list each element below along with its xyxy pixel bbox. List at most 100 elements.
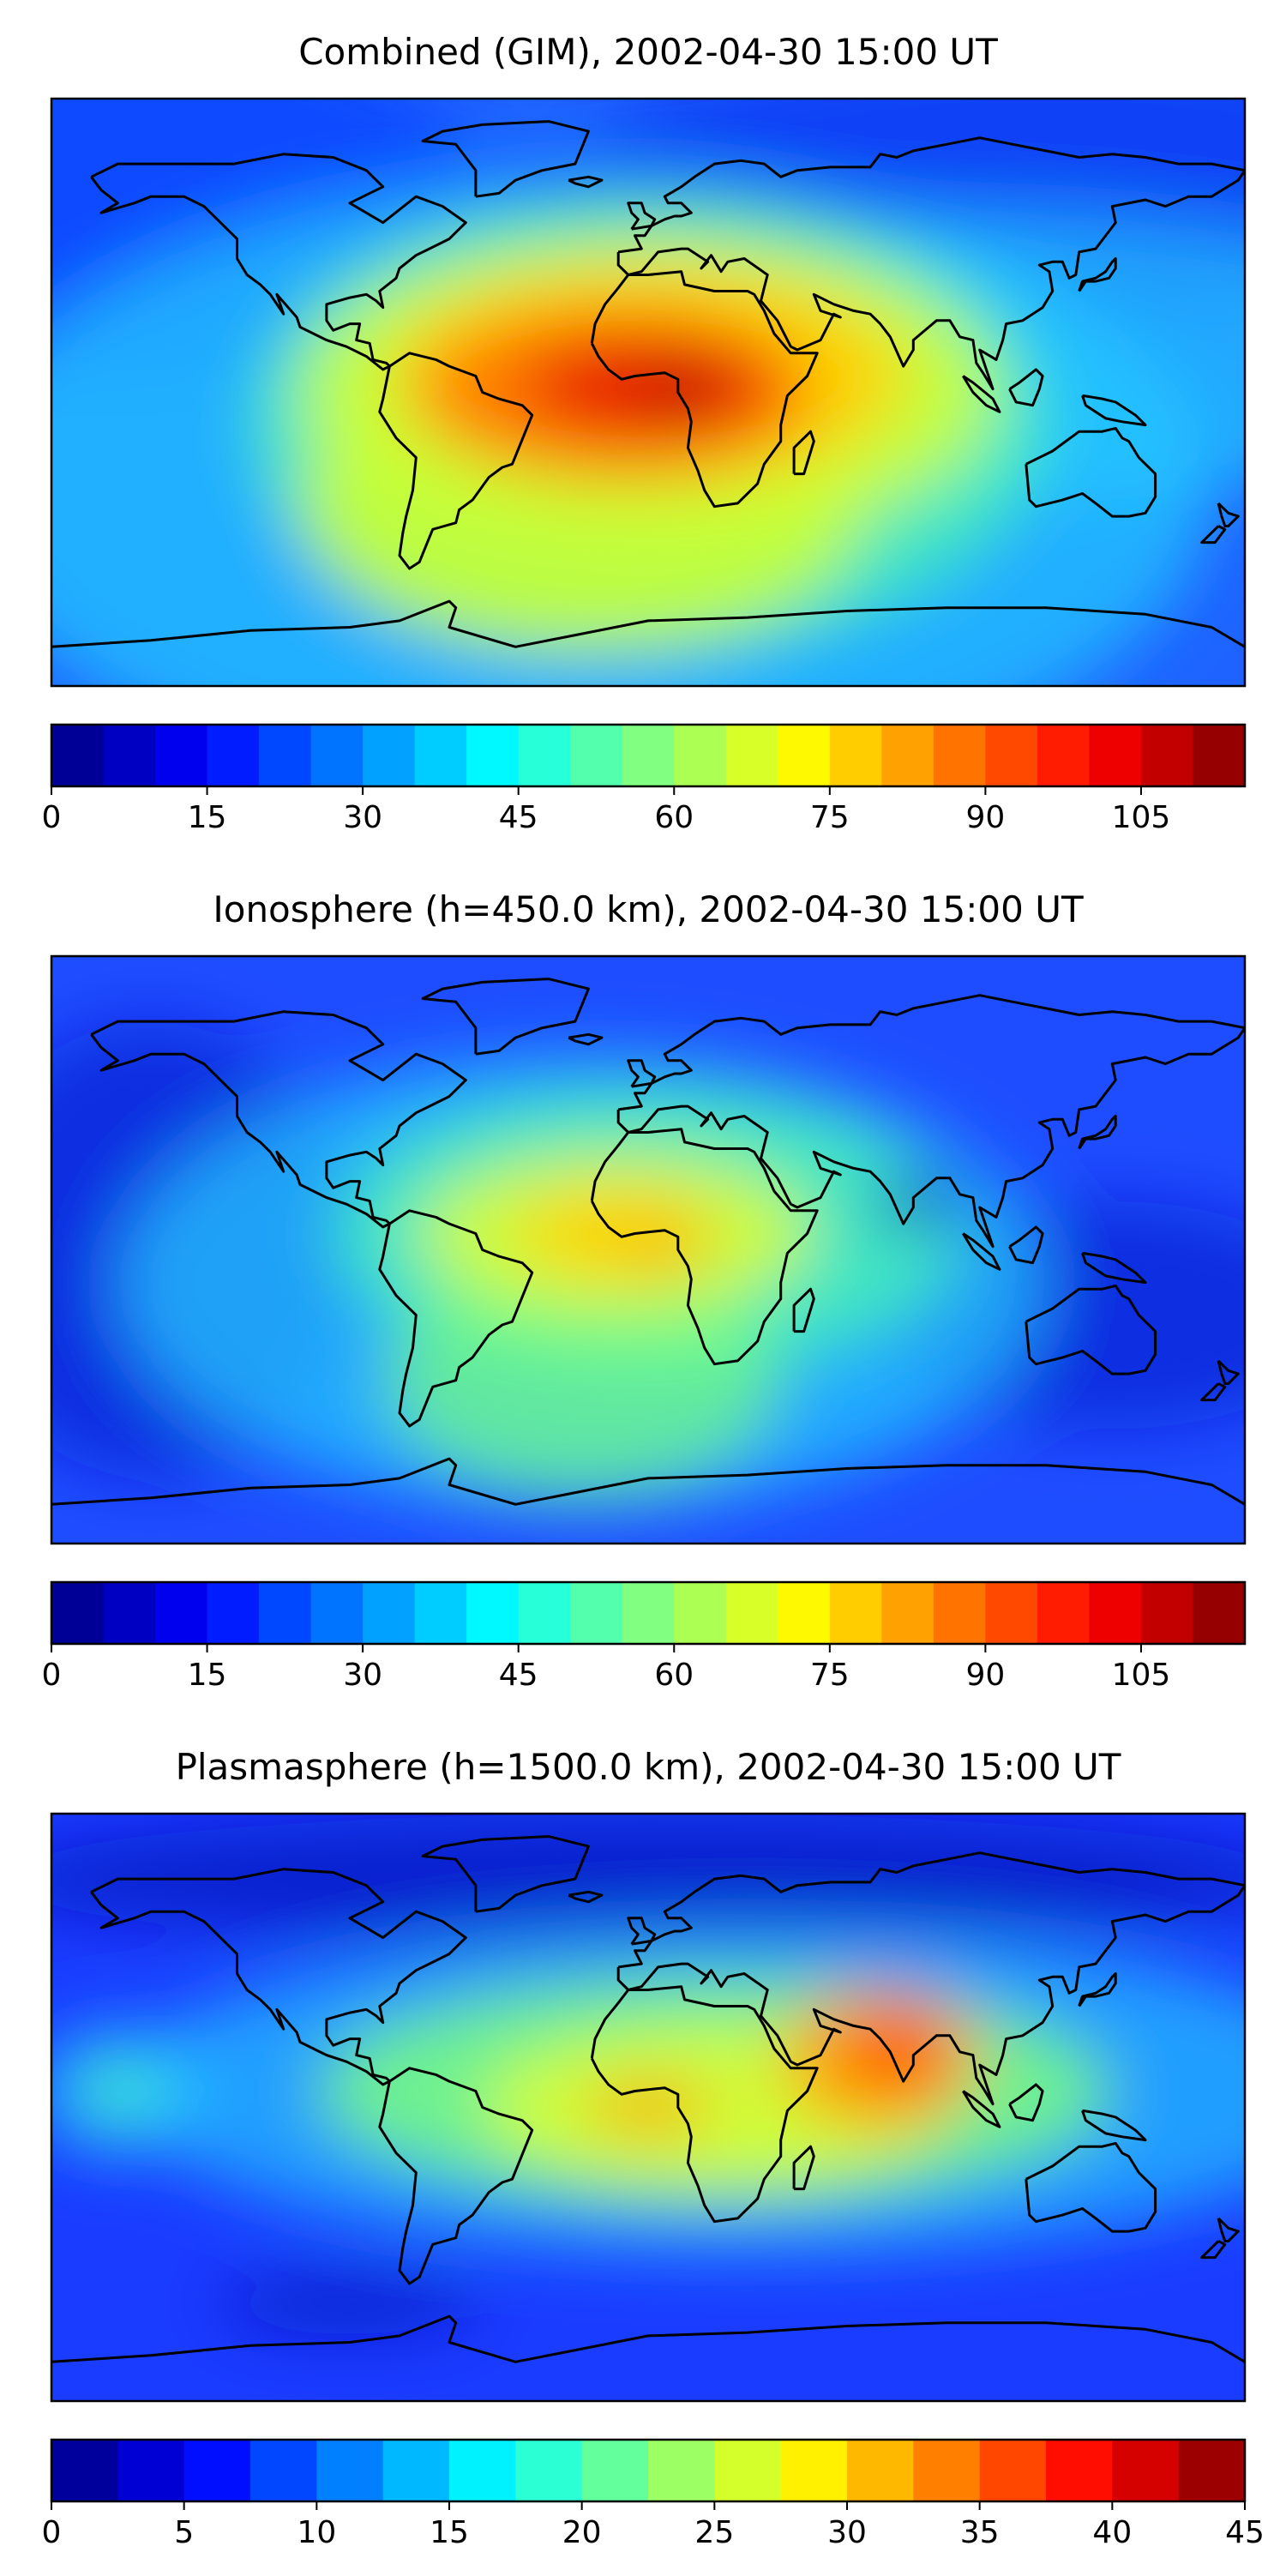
colorbar: 0 15 30 45 60 75 90 105 [42, 1580, 1247, 1693]
coastline [90, 1010, 467, 1229]
colorbar-segment [414, 1582, 467, 1644]
colorbar-segment [1089, 1582, 1142, 1644]
coastline [1025, 426, 1157, 518]
colorbar-segment [881, 725, 934, 786]
field-contour [641, 376, 722, 409]
coastline [590, 270, 819, 509]
colorbar-segment [250, 2440, 317, 2501]
field-contour [217, 2270, 483, 2336]
colorbar-segment [259, 1582, 312, 1644]
colorbar-segment [847, 2440, 914, 2501]
colorbar-tick-label: 10 [297, 2515, 336, 2550]
colorbar-segment [778, 725, 831, 786]
coastline [590, 1128, 819, 1366]
coastlines [51, 978, 1245, 1506]
map-frame [50, 97, 1247, 688]
panel-3: Plasmasphere (h=1500.0 km), 2002-04-30 1… [42, 1746, 1265, 2550]
coastline [51, 2314, 1245, 2363]
colorbar-tick-label: 35 [960, 2515, 1000, 2550]
colorbar-segment [518, 1582, 571, 1644]
colorbar-tick-label: 30 [343, 1658, 382, 1693]
colorbar-tick-label: 60 [654, 800, 694, 835]
coastlines [51, 120, 1245, 648]
colorbar-segment [581, 2440, 649, 2501]
coastline [378, 352, 534, 570]
coastline [1025, 2141, 1157, 2233]
field-contour [581, 2081, 715, 2134]
coastline [1081, 1251, 1147, 1285]
colorbar-tick-label: 90 [965, 1658, 1005, 1693]
coastline [421, 978, 590, 1056]
colorbar-segment [1037, 725, 1091, 786]
colorbar-segment [829, 725, 882, 786]
field-layer [51, 1814, 1245, 2336]
colorbar-segment [103, 1582, 156, 1644]
colorbar-tick-label: 25 [694, 2515, 734, 2550]
field-contour [77, 2065, 158, 2117]
colorbar-tick-label: 15 [188, 800, 227, 835]
colorbar-segment [829, 1582, 882, 1644]
coastline [627, 1059, 657, 1088]
map [51, 99, 1245, 686]
colorbar-segment [1046, 2440, 1113, 2501]
colorbar-tick-label: 15 [430, 2515, 469, 2550]
coastline [1008, 2083, 1044, 2122]
field-contour [51, 1814, 1245, 1945]
colorbar-segment [979, 2440, 1047, 2501]
coastline [792, 430, 815, 476]
coastline [1078, 1972, 1117, 2007]
coastline [616, 994, 1245, 1249]
field-contour [873, 1174, 967, 1227]
coastline [627, 202, 657, 231]
colorbar-segment [674, 725, 727, 786]
colorbar-segment [1193, 725, 1246, 786]
colorbar-segment [518, 725, 571, 786]
colorbar-segment [1089, 725, 1142, 786]
colorbar-segment [310, 1582, 364, 1644]
colorbar-tick-label: 45 [499, 800, 538, 835]
coastline [962, 375, 1001, 413]
coastline [90, 1868, 467, 2086]
colorbar-tick-label: 5 [174, 2515, 194, 2550]
colorbar-segment [570, 725, 623, 786]
coastline [1200, 525, 1227, 545]
colorbar-frame [50, 1580, 1247, 1646]
colorbar-segment [382, 2440, 450, 2501]
coastline [1217, 2217, 1240, 2242]
colorbar-segment [414, 725, 467, 786]
colorbar-segment [725, 1582, 778, 1644]
coastline [1078, 1115, 1117, 1150]
map-frame [50, 954, 1247, 1545]
colorbar-segment [1178, 2440, 1246, 2501]
colorbar-segment [1193, 1582, 1246, 1644]
coastline [1081, 394, 1147, 427]
field-layer [51, 1021, 1245, 1511]
coastline [792, 2145, 815, 2191]
coastline [962, 2090, 1001, 2128]
coastline [792, 1287, 815, 1333]
coastline [378, 2067, 534, 2285]
colorbar-segment [155, 1582, 208, 1644]
colorbar-tick-label: 0 [42, 1658, 62, 1693]
coastline [1217, 1359, 1240, 1385]
colorbar-tick-label: 45 [499, 1658, 538, 1693]
colorbar-segment [913, 2440, 981, 2501]
coastline [1200, 1382, 1227, 1402]
field-contour [382, 1266, 781, 1495]
colorbar-segment [714, 2440, 782, 2501]
colorbar-tick-label: 60 [654, 1658, 694, 1693]
colorbar-segment [881, 1582, 934, 1644]
coastline [962, 1232, 1001, 1271]
colorbar-segment [103, 725, 156, 786]
colorbar-tick-label: 15 [188, 1658, 227, 1693]
map-frame [50, 1812, 1247, 2403]
colorbar-tick-label: 40 [1092, 2515, 1132, 2550]
panel-title: Combined (GIM), 2002-04-30 15:00 UT [298, 31, 998, 73]
coastline [568, 1032, 604, 1046]
colorbar-segment [183, 2440, 251, 2501]
coastline [568, 1890, 604, 1904]
colorbar-segment [466, 725, 520, 786]
colorbar-segment [51, 2440, 118, 2501]
